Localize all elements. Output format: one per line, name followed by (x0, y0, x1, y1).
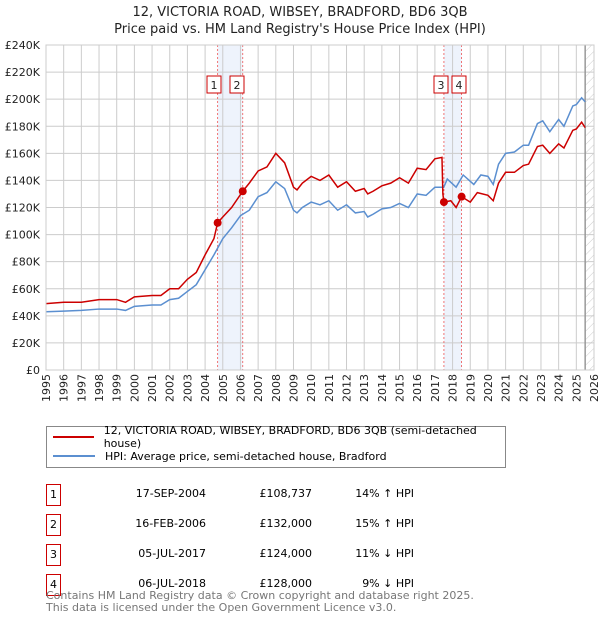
x-tick-label: 2012 (341, 374, 354, 402)
x-tick-label: 2020 (482, 374, 495, 402)
x-tick-label: 2023 (535, 374, 548, 402)
plot-border (45, 44, 595, 371)
x-tick-label: 2024 (553, 374, 566, 402)
sale-number: 1 (46, 484, 61, 506)
sale-label-box (206, 75, 222, 94)
sale-date: 17-SEP-2004 (135, 487, 206, 500)
legend-label-hpi: HPI: Average price, semi-detached house,… (105, 449, 387, 463)
y-tick-label: £60K (12, 283, 41, 296)
sale-price: £128,000 (259, 577, 313, 590)
x-tick-label: 2008 (270, 374, 283, 402)
x-tick-label: 2021 (500, 374, 513, 402)
y-tick-label: £240K (5, 39, 41, 52)
sale-label-box (451, 75, 467, 94)
x-tick-label: 2016 (411, 374, 424, 402)
sale-hpi-diff: 11% ↓ HPI (355, 547, 414, 560)
legend-label-property: 12, VICTORIA ROAD, WIBSEY, BRADFORD, BD6… (103, 424, 477, 450)
sale-hpi-diff: 15% ↑ HPI (355, 517, 414, 530)
legend-swatch-hpi (53, 455, 95, 457)
sale-label: 4 (456, 79, 463, 92)
sale-row: 4 06-JUL-2018 £128,000 9% ↓ HPI (46, 574, 446, 596)
sale-label-box (229, 75, 245, 94)
x-tick-label: 2010 (305, 374, 318, 402)
x-tick-label: 2003 (181, 374, 194, 402)
x-tick-label: 1995 (40, 374, 53, 402)
x-tick-label: 2015 (394, 374, 407, 402)
y-tick-label: £20K (12, 337, 41, 350)
footer-line-2: This data is licensed under the Open Gov… (46, 601, 397, 614)
sale-row: 2 16-FEB-2006 £132,000 15% ↑ HPI (46, 514, 446, 536)
sale-date: 16-FEB-2006 (135, 517, 206, 530)
x-tick-label: 2019 (464, 374, 477, 402)
sale-row: 3 05-JUL-2017 £124,000 11% ↓ HPI (46, 544, 446, 566)
x-tick-label: 2000 (128, 374, 141, 402)
chart-plot: £0 £20K £40K £60K £80K £100K £120K £140K £160K £1… (5, 39, 600, 402)
sale-date: 05-JUL-2017 (138, 547, 206, 560)
legend: 12, VICTORIA ROAD, WIBSEY, BRADFORD, BD6… (46, 424, 506, 468)
x-tick-label: 1996 (58, 374, 71, 402)
x-tick-label: 2007 (252, 374, 265, 402)
x-tick-label: 2004 (199, 374, 212, 402)
x-tick-label: 2017 (429, 374, 442, 402)
x-tick-label: 2025 (570, 374, 583, 402)
sale-point (213, 218, 222, 227)
x-tick-label: 2018 (447, 374, 460, 402)
sale-row: 1 17-SEP-2004 £108,737 14% ↑ HPI (46, 484, 446, 506)
sale-label-box (433, 75, 449, 94)
y-tick-label: £80K (12, 256, 41, 269)
x-tick-label: 2001 (146, 374, 159, 402)
chart-subtitle: Price paid vs. HM Land Registry's House … (114, 22, 486, 37)
sale-price: £108,737 (259, 487, 313, 500)
sale-label: 3 (438, 79, 445, 92)
sale-point (457, 192, 466, 201)
x-tick-label: 2009 (287, 374, 300, 402)
x-tick-label: 1999 (111, 374, 124, 402)
x-tick-label: 2005 (217, 374, 230, 402)
sale-number: 3 (46, 544, 61, 566)
legend-swatch-property (53, 436, 94, 438)
sale-point (238, 187, 247, 196)
y-tick-label: £160K (5, 147, 41, 160)
x-tick-label: 2011 (323, 374, 336, 402)
x-tick-label: 2006 (234, 374, 247, 402)
sale-date: 06-JUL-2018 (138, 577, 206, 590)
x-tick-label: 2014 (376, 374, 389, 402)
sale-number: 4 (46, 574, 61, 596)
sale-hpi-diff: 14% ↑ HPI (355, 487, 414, 500)
y-tick-label: £140K (5, 174, 41, 187)
x-tick-label: 2013 (358, 374, 371, 402)
y-tick-label: £180K (5, 120, 41, 133)
y-tick-label: £40K (12, 310, 41, 323)
chart-title: 12, VICTORIA ROAD, WIBSEY, BRADFORD, BD6… (132, 5, 468, 20)
y-tick-label: £200K (5, 93, 41, 106)
y-tick-label: £220K (5, 66, 41, 79)
x-tick-label: 2026 (588, 374, 600, 402)
series-line-hpi (45, 96, 586, 313)
footer-line-1: Contains HM Land Registry data © Crown c… (46, 589, 474, 602)
y-tick-label: £120K (5, 202, 41, 215)
x-tick-label: 2022 (517, 374, 530, 402)
sale-price: £132,000 (259, 517, 313, 530)
series-line-property (45, 120, 586, 305)
sale-label: 1 (211, 79, 218, 92)
sale-hpi-diff: 9% ↓ HPI (362, 577, 414, 590)
sale-point (439, 198, 448, 207)
x-tick-label: 1997 (75, 374, 88, 402)
sale-label: 2 (234, 79, 241, 92)
sale-price: £124,000 (259, 547, 313, 560)
y-tick-label: £100K (5, 229, 41, 242)
sale-number: 2 (46, 514, 61, 536)
y-tick-label: £0 (26, 364, 40, 377)
x-tick-label: 2002 (164, 374, 177, 402)
x-tick-label: 1998 (93, 374, 106, 402)
